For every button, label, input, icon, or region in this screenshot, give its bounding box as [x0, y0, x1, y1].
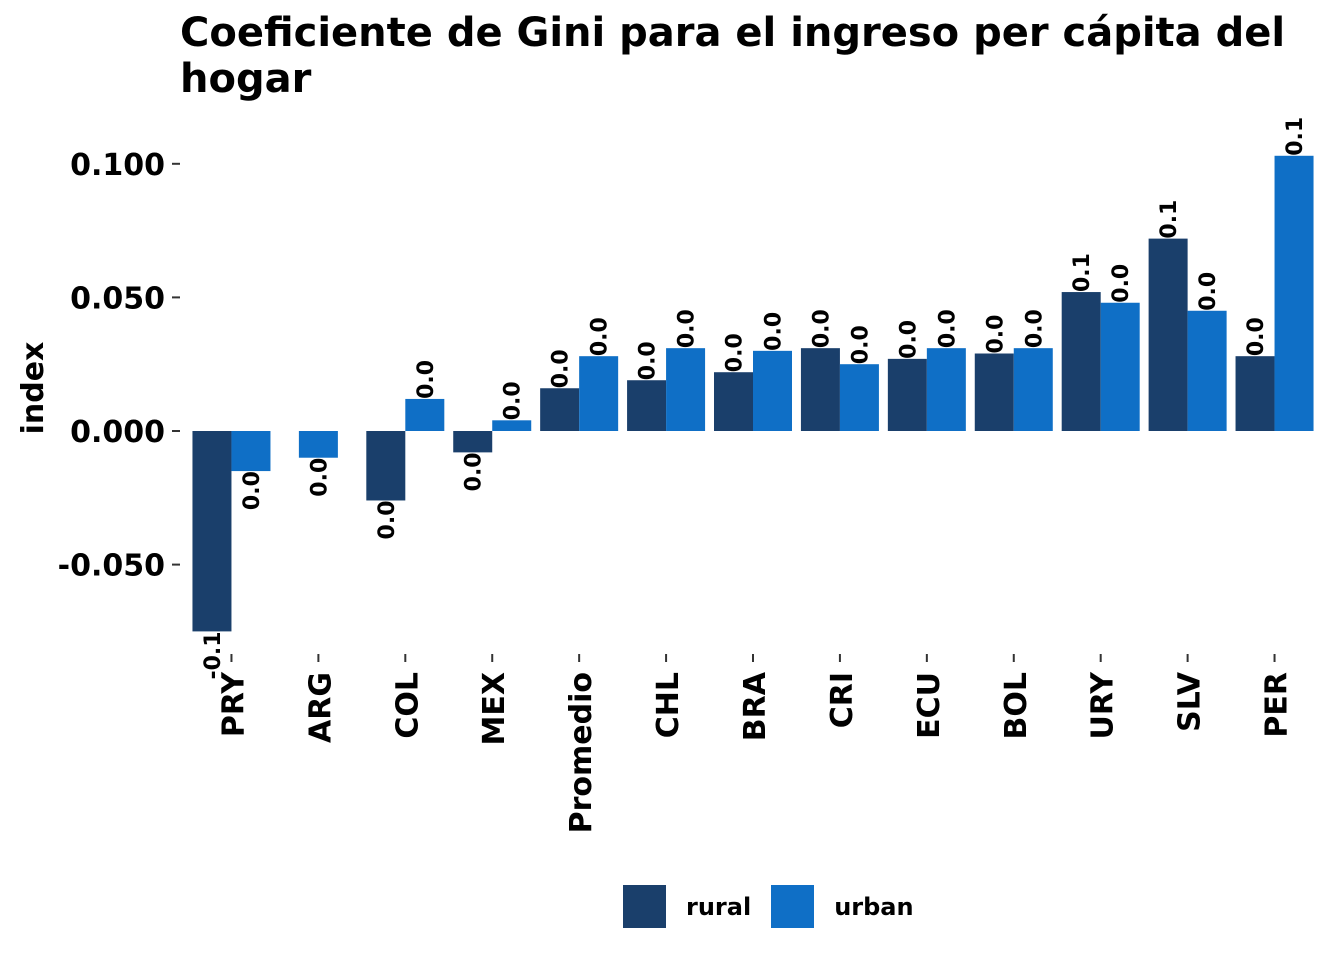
bar-rural-PER — [1235, 356, 1275, 431]
y-tick-label: 0.050 — [70, 281, 165, 316]
legend-swatch-rural — [623, 885, 666, 928]
y-tick-label: -0.050 — [58, 549, 165, 584]
bar-rural-PRY — [192, 431, 232, 632]
x-tick-label: ARG — [303, 672, 338, 743]
data-label: 0.0 — [375, 500, 400, 539]
data-label: 0.0 — [983, 315, 1008, 354]
bar-urban-CRI — [839, 364, 879, 431]
x-tick-label: BOL — [999, 672, 1034, 740]
data-label: 0.0 — [1109, 264, 1134, 303]
data-label: 0.0 — [935, 309, 960, 348]
x-tick-label: COL — [390, 672, 425, 739]
y-axis: -0.050 0.000 0.050 0.100 — [58, 148, 180, 584]
data-label: 0.0 — [1022, 309, 1047, 348]
bar-rural-ECU — [887, 358, 927, 431]
data-label: 0.0 — [896, 320, 921, 359]
x-tick-label: MEX — [477, 672, 512, 745]
y-tick-label: 0.100 — [70, 148, 165, 183]
x-tick-label: CRI — [825, 672, 860, 728]
x-tick-label: SLV — [1173, 671, 1208, 732]
legend-label-urban: urban — [834, 892, 914, 921]
x-tick-label: PRY — [216, 671, 251, 737]
x-tick-label: CHL — [651, 672, 686, 738]
bar-urban-PRY — [231, 431, 271, 472]
legend-item-urban: urban — [771, 885, 933, 928]
legend-label-rural: rural — [686, 892, 752, 921]
bar-rural-CHL — [627, 380, 667, 431]
bar-urban-ECU — [926, 348, 966, 431]
data-label: 0.0 — [848, 325, 873, 364]
x-tick-label: Promedio — [564, 672, 599, 833]
data-label: 0.1 — [1157, 200, 1182, 239]
data-label: 0.0 — [549, 349, 574, 388]
data-label: 0.0 — [723, 333, 748, 372]
bar-urban-BOL — [1013, 348, 1053, 431]
x-tick-label: ECU — [912, 672, 947, 739]
y-tick-label: 0.000 — [70, 415, 165, 450]
data-label: -0.1 — [201, 631, 226, 679]
data-label: 0.0 — [414, 360, 439, 399]
x-axis: PRY ARG COL MEX Promedio CHL BRA CRI ECU BOL URY SL… — [216, 654, 1295, 833]
data-label: 0.0 — [636, 341, 661, 380]
data-label: 0.0 — [307, 458, 332, 497]
bar-rural-Promedio — [540, 388, 580, 431]
bar-rural-CRI — [800, 348, 840, 431]
bar-urban-BRA — [753, 350, 792, 431]
data-label: 0.0 — [240, 471, 265, 510]
legend-swatch-urban — [771, 885, 815, 928]
bar-urban-Promedio — [579, 356, 619, 431]
data-label: 0.0 — [1196, 272, 1221, 311]
x-tick-label: PER — [1260, 672, 1295, 738]
bar-urban-ARG — [298, 431, 338, 458]
bars — [192, 155, 1314, 632]
bar-rural-BOL — [974, 353, 1014, 431]
bar-rural-MEX — [453, 431, 493, 453]
data-label: 0.0 — [462, 452, 487, 491]
bar-urban-SLV — [1187, 310, 1227, 431]
data-label: 0.0 — [675, 309, 700, 348]
data-label: 0.0 — [1244, 317, 1269, 356]
bar-rural-URY — [1061, 292, 1101, 431]
y-axis-title: index — [16, 342, 51, 435]
bar-rural-COL — [366, 431, 406, 501]
legend-item-rural: rural — [623, 885, 771, 928]
data-label: 0.1 — [1283, 117, 1308, 156]
bar-rural-SLV — [1148, 238, 1188, 431]
bar-urban-MEX — [492, 420, 532, 431]
bar-rural-BRA — [714, 372, 753, 431]
legend: rural urban — [623, 885, 934, 928]
bar-urban-URY — [1100, 302, 1140, 431]
data-label: 0.0 — [501, 381, 526, 420]
data-label: 0.0 — [809, 309, 834, 348]
x-tick-label: URY — [1086, 671, 1121, 740]
data-label: 0.1 — [1070, 253, 1095, 292]
bar-urban-PER — [1274, 155, 1314, 431]
bar-urban-CHL — [666, 348, 706, 431]
bar-urban-COL — [405, 398, 445, 431]
x-tick-label: BRA — [738, 671, 773, 741]
data-label: 0.0 — [588, 317, 613, 356]
chart-title: Coeficiente de Gini para el ingreso per … — [180, 10, 1286, 102]
data-label: 0.0 — [762, 312, 787, 351]
data-labels: -0.1 0.0 0.0 0.0 0.0 0.0 0.0 0.0 0.0 0.0 0.0 0.0 0.0… — [201, 117, 1308, 680]
